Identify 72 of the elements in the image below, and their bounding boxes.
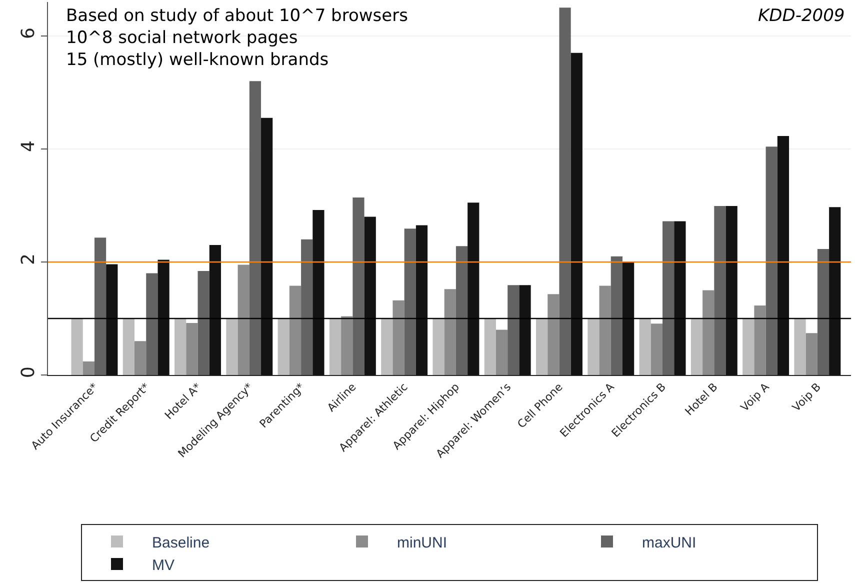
y-tick-label: 2 [18, 254, 39, 265]
bar [289, 286, 302, 375]
bar [122, 318, 134, 375]
bar [352, 198, 364, 375]
bar [444, 289, 456, 375]
y-tick-label: 6 [18, 27, 39, 39]
bar [650, 324, 663, 375]
bar [639, 318, 651, 375]
bar [312, 210, 324, 375]
bar [794, 318, 806, 375]
bar [662, 221, 674, 375]
bar [278, 318, 290, 375]
legend-label: maxUNI [642, 534, 696, 552]
bar [829, 207, 841, 375]
bar [702, 290, 714, 375]
bar [329, 318, 342, 375]
bar [674, 221, 686, 375]
annotation: KDD-2009 [758, 6, 845, 26]
bar [496, 330, 508, 375]
bar [392, 300, 404, 375]
bar [404, 228, 416, 375]
legend-label: Baseline [152, 534, 210, 552]
bar [82, 361, 94, 375]
bar [186, 323, 198, 375]
bar [817, 248, 830, 375]
bar [714, 206, 726, 375]
x-tick-label: Voip A [738, 380, 772, 414]
x-tick-label: Voip B [790, 380, 824, 414]
bar [106, 264, 118, 375]
bar [364, 216, 376, 375]
bar [536, 318, 548, 375]
bar [610, 256, 622, 375]
bar [754, 305, 766, 375]
bar [416, 225, 428, 375]
bar [198, 271, 210, 375]
bar [341, 316, 353, 375]
y-tick-label: 0 [18, 366, 39, 378]
bar [548, 294, 560, 375]
bar [249, 81, 262, 375]
y-tick-label: 4 [18, 140, 39, 152]
bar [134, 341, 146, 375]
bar [381, 318, 393, 375]
legend-label: minUNI [397, 534, 448, 552]
bar [622, 262, 634, 375]
bar [432, 318, 444, 375]
bar [71, 318, 83, 375]
bar [209, 245, 221, 375]
bar [238, 264, 250, 375]
bar [726, 206, 738, 375]
bar [508, 285, 520, 375]
bar [588, 318, 600, 375]
bar [599, 286, 611, 375]
bar [742, 318, 754, 375]
bar [174, 318, 186, 375]
bar [484, 318, 496, 375]
bar [777, 136, 790, 375]
bar [519, 285, 531, 375]
bar [158, 260, 170, 375]
bar [468, 202, 480, 375]
bar [806, 333, 818, 375]
bar [766, 146, 778, 375]
bar [570, 52, 582, 375]
bar [226, 318, 238, 375]
bar [301, 239, 313, 375]
bar [261, 118, 273, 375]
bar [456, 246, 468, 375]
bar [559, 8, 571, 375]
bar [94, 238, 106, 375]
annotation: Based on study of about 10^7 browsers 10^8 social network pages 15 (mostly) well-known brands [66, 6, 408, 70]
legend-label: MV [152, 556, 174, 574]
bar [146, 273, 158, 375]
bar [690, 318, 703, 375]
